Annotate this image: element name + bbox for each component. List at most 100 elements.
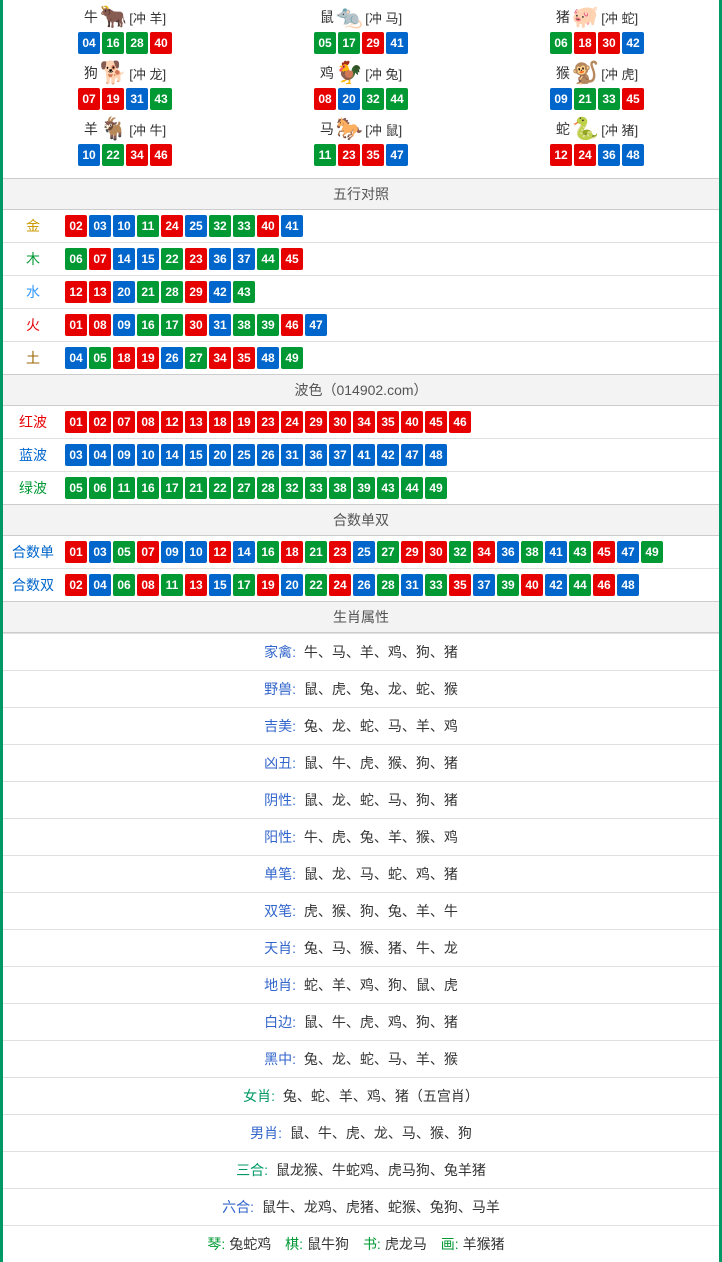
number-ball: 44	[401, 477, 423, 499]
number-ball: 11	[113, 477, 135, 499]
zodiac-chong: [冲 兔]	[365, 64, 402, 83]
number-ball: 03	[89, 541, 111, 563]
zodiac-icon: 🐎	[336, 118, 363, 140]
attr-label: 男肖:	[250, 1125, 282, 1141]
number-ball: 49	[641, 541, 663, 563]
zodiac-balls: 10223446	[9, 144, 241, 166]
number-ball: 43	[150, 88, 172, 110]
attr-label: 女肖:	[243, 1088, 275, 1104]
number-ball: 17	[233, 574, 255, 596]
number-ball: 05	[65, 477, 87, 499]
attr-row: 三合: 鼠龙猴、牛蛇鸡、虎马狗、兔羊猪	[3, 1151, 719, 1188]
zodiac-chong: [冲 猪]	[601, 120, 638, 139]
section-header-attrs: 生肖属性	[3, 601, 719, 633]
number-ball: 42	[209, 281, 231, 303]
zodiac-icon: 🐖	[572, 6, 599, 28]
attr-text: 鼠牛、龙鸡、虎猪、蛇猴、兔狗、马羊	[258, 1199, 500, 1215]
number-ball: 47	[386, 144, 408, 166]
attr-text: 牛、马、羊、鸡、狗、猪	[300, 644, 458, 660]
number-ball: 07	[137, 541, 159, 563]
attr-footer-label: 棋:	[285, 1236, 303, 1252]
number-ball: 08	[137, 574, 159, 596]
number-ball: 32	[281, 477, 303, 499]
number-ball: 40	[257, 215, 279, 237]
number-ball: 19	[102, 88, 124, 110]
number-ball: 24	[161, 215, 183, 237]
number-ball: 38	[521, 541, 543, 563]
number-ball: 41	[386, 32, 408, 54]
number-ball: 29	[185, 281, 207, 303]
row-label: 火	[7, 315, 59, 335]
number-ball: 46	[449, 411, 471, 433]
number-ball: 24	[329, 574, 351, 596]
row-balls: 03040910141520252631363741424748	[59, 444, 447, 466]
zodiac-chong: [冲 鼠]	[365, 120, 402, 139]
number-ball: 15	[137, 248, 159, 270]
number-ball: 17	[338, 32, 360, 54]
number-ball: 41	[545, 541, 567, 563]
number-ball: 25	[353, 541, 375, 563]
attr-label: 双笔:	[264, 903, 296, 919]
number-ball: 34	[209, 347, 231, 369]
number-ball: 33	[305, 477, 327, 499]
number-ball: 41	[281, 215, 303, 237]
attr-text: 兔、蛇、羊、鸡、猪（五宫肖）	[279, 1088, 479, 1104]
number-ball: 05	[113, 541, 135, 563]
number-ball: 19	[257, 574, 279, 596]
number-ball: 15	[185, 444, 207, 466]
number-ball: 10	[137, 444, 159, 466]
number-ball: 44	[569, 574, 591, 596]
zodiac-chong: [冲 蛇]	[601, 8, 638, 27]
zodiac-balls: 04162840	[9, 32, 241, 54]
number-ball: 28	[257, 477, 279, 499]
attr-text: 兔、马、猴、猪、牛、龙	[300, 940, 458, 956]
ball-row: 火0108091617303138394647	[3, 309, 719, 342]
attr-footer-label: 琴:	[207, 1236, 225, 1252]
number-ball: 35	[377, 411, 399, 433]
attr-row-footer: 琴:兔蛇鸡 棋:鼠牛狗 书:虎龙马 画:羊猴猪	[3, 1225, 719, 1262]
number-ball: 25	[185, 215, 207, 237]
row-balls: 02031011242532334041	[59, 215, 303, 237]
number-ball: 07	[89, 248, 111, 270]
zodiac-icon: 🐓	[336, 62, 363, 84]
zodiac-chong: [冲 牛]	[129, 120, 166, 139]
number-ball: 19	[233, 411, 255, 433]
number-ball: 33	[598, 88, 620, 110]
number-ball: 10	[78, 144, 100, 166]
bose-rows: 红波0102070812131819232429303435404546蓝波03…	[3, 406, 719, 504]
number-ball: 35	[362, 144, 384, 166]
attr-row: 地肖: 蛇、羊、鸡、狗、鼠、虎	[3, 966, 719, 1003]
zodiac-balls: 07193143	[9, 88, 241, 110]
attr-text: 虎、猴、狗、兔、羊、牛	[300, 903, 458, 919]
number-ball: 32	[209, 215, 231, 237]
number-ball: 46	[593, 574, 615, 596]
number-ball: 18	[113, 347, 135, 369]
number-ball: 14	[233, 541, 255, 563]
attr-text: 牛、虎、兔、羊、猴、鸡	[300, 829, 458, 845]
number-ball: 42	[622, 32, 644, 54]
number-ball: 34	[473, 541, 495, 563]
zodiac-balls: 05172941	[245, 32, 477, 54]
number-ball: 40	[401, 411, 423, 433]
zodiac-title: 牛🐂[冲 羊]	[9, 6, 241, 28]
number-ball: 24	[574, 144, 596, 166]
zodiac-balls: 11233547	[245, 144, 477, 166]
number-ball: 43	[377, 477, 399, 499]
number-ball: 23	[338, 144, 360, 166]
number-ball: 26	[161, 347, 183, 369]
attr-label: 野兽:	[264, 681, 296, 697]
number-ball: 10	[185, 541, 207, 563]
number-ball: 03	[89, 215, 111, 237]
number-ball: 29	[305, 411, 327, 433]
attr-text: 兔、龙、蛇、马、羊、鸡	[300, 718, 458, 734]
zodiac-balls: 06183042	[481, 32, 713, 54]
number-ball: 40	[150, 32, 172, 54]
zodiac-chong: [冲 龙]	[129, 64, 166, 83]
number-ball: 06	[89, 477, 111, 499]
number-ball: 23	[329, 541, 351, 563]
attr-label: 地肖:	[264, 977, 296, 993]
zodiac-name: 牛	[84, 7, 98, 27]
zodiac-balls: 09213345	[481, 88, 713, 110]
number-ball: 47	[617, 541, 639, 563]
attr-row: 白边: 鼠、牛、虎、鸡、狗、猪	[3, 1003, 719, 1040]
